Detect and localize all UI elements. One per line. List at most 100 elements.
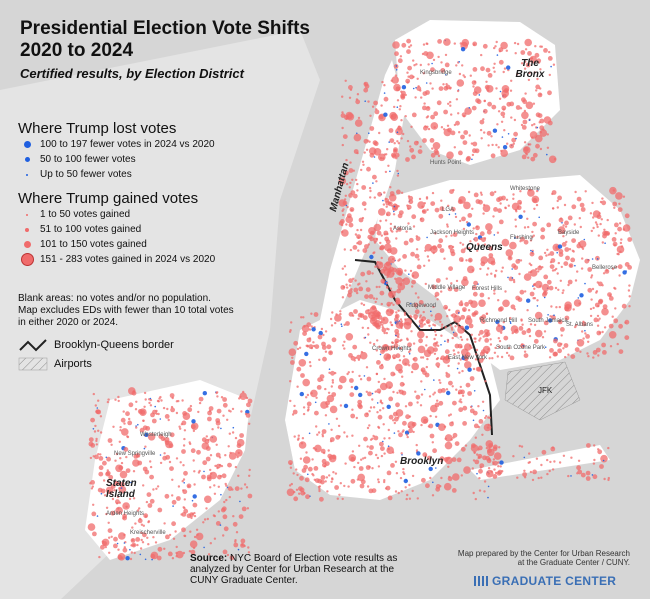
vote-dot xyxy=(564,247,570,252)
vote-dot xyxy=(604,242,606,244)
vote-dot xyxy=(535,267,538,271)
vote-dot xyxy=(376,411,379,414)
vote-dot xyxy=(500,41,508,50)
vote-dot xyxy=(319,496,324,502)
vote-dot xyxy=(117,399,120,403)
vote-dot xyxy=(248,468,251,472)
vote-dot xyxy=(458,407,464,413)
vote-dot xyxy=(408,237,414,243)
vote-dot xyxy=(618,222,622,225)
vote-dot xyxy=(517,297,523,302)
vote-dot xyxy=(589,314,593,318)
vote-dot xyxy=(433,324,437,327)
vote-dot xyxy=(300,316,303,319)
label-jackson-heights: Jackson Heights xyxy=(430,230,475,236)
vote-dot xyxy=(419,145,422,148)
vote-dot xyxy=(357,240,363,246)
vote-dot xyxy=(226,553,230,557)
vote-dot xyxy=(445,371,448,375)
vote-dot xyxy=(110,510,116,516)
vote-dot xyxy=(437,55,440,59)
vote-dot xyxy=(452,473,460,481)
vote-dot xyxy=(547,314,549,316)
vote-dot xyxy=(400,338,403,342)
vote-dot xyxy=(595,291,598,294)
vote-dot xyxy=(510,79,513,83)
vote-dot xyxy=(425,335,428,339)
vote-dot xyxy=(108,536,111,539)
vote-dot xyxy=(360,350,364,354)
vote-dot xyxy=(539,129,548,137)
vote-dot xyxy=(481,314,487,320)
vote-dot xyxy=(587,287,593,293)
legend-gained-item: 51 to 100 votes gained xyxy=(18,222,215,237)
vote-dot xyxy=(290,482,293,486)
vote-dot xyxy=(537,113,543,118)
vote-dot xyxy=(149,460,152,463)
vote-dot xyxy=(528,119,531,121)
vote-dot xyxy=(474,340,477,343)
vote-dot xyxy=(453,315,461,323)
vote-dot xyxy=(423,304,427,307)
vote-dot xyxy=(424,388,426,391)
vote-dot xyxy=(301,437,305,440)
vote-dot xyxy=(92,455,95,458)
vote-dot xyxy=(485,312,488,315)
vote-dot xyxy=(462,405,468,411)
vote-dot xyxy=(389,229,393,232)
vote-dot xyxy=(352,245,358,250)
vote-dot xyxy=(398,108,401,111)
vote-dot xyxy=(603,326,607,329)
vote-dot xyxy=(389,287,393,290)
vote-dot xyxy=(546,146,550,149)
vote-dot xyxy=(149,397,152,400)
vote-dot xyxy=(474,358,478,361)
vote-dot xyxy=(510,325,519,333)
vote-dot xyxy=(533,287,536,290)
vote-dot xyxy=(155,409,158,413)
vote-dot xyxy=(528,452,531,455)
vote-dot xyxy=(547,56,553,61)
vote-dot xyxy=(386,270,395,278)
vote-dot xyxy=(483,99,486,103)
vote-dot xyxy=(618,323,623,329)
vote-dot xyxy=(114,459,117,462)
vote-dot xyxy=(457,323,460,326)
vote-dot xyxy=(110,535,113,538)
vote-dot xyxy=(451,488,457,493)
vote-dot xyxy=(523,273,532,281)
vote-dot xyxy=(444,62,450,68)
vote-dot xyxy=(518,272,521,276)
vote-dot xyxy=(487,89,490,92)
vote-dot xyxy=(495,319,500,325)
vote-dot xyxy=(535,84,541,90)
vote-dot xyxy=(175,555,178,558)
vote-dot xyxy=(397,205,400,208)
vote-dot xyxy=(551,315,556,320)
vote-dot xyxy=(100,492,103,495)
vote-dot xyxy=(452,400,457,406)
vote-dot xyxy=(587,267,593,272)
vote-dot xyxy=(247,493,253,499)
vote-dot xyxy=(296,473,299,477)
vote-dot xyxy=(118,487,121,490)
vote-dot xyxy=(384,219,388,222)
legend-gained-item: 101 to 150 votes gained xyxy=(18,237,215,252)
vote-dot xyxy=(163,547,166,550)
vote-dot xyxy=(614,222,619,228)
vote-dot xyxy=(446,338,450,342)
vote-dot xyxy=(563,203,567,207)
vote-dot xyxy=(215,420,221,426)
vote-dot xyxy=(513,280,516,284)
vote-dot xyxy=(495,143,498,147)
vote-dot xyxy=(198,401,202,405)
vote-dot xyxy=(408,425,411,429)
vote-dot xyxy=(499,90,502,93)
vote-dot xyxy=(147,433,156,441)
gain-xlarge-dot-icon xyxy=(20,253,34,266)
vote-dot xyxy=(217,510,220,513)
vote-dot xyxy=(309,364,312,368)
vote-dot xyxy=(579,293,584,298)
vote-dot xyxy=(528,71,531,75)
vote-dot xyxy=(426,255,430,258)
